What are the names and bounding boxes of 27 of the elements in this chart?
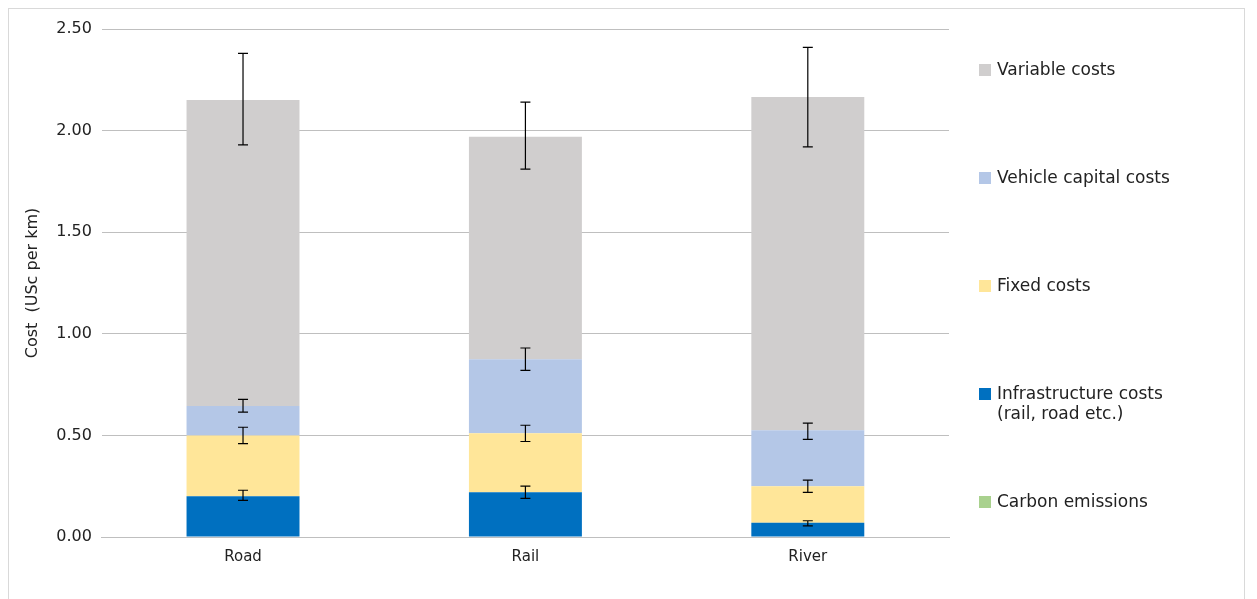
bar	[468, 492, 582, 537]
legend-label: Variable costs	[997, 59, 1117, 79]
y-tick-label: 1.00	[56, 322, 92, 342]
legend-label: Carbon emissions	[997, 491, 1149, 511]
legend-label: Vehicle capital costs	[997, 167, 1171, 187]
bar	[186, 435, 300, 497]
legend-label: Infrastructure costs (rail, road etc.)	[997, 383, 1164, 423]
x-tick-label: Rail	[511, 546, 540, 565]
y-axis-title: Cost (USc per km)	[21, 207, 41, 359]
y-tick-label: 0.50	[56, 424, 92, 444]
y-tick-label: 0.00	[56, 526, 92, 546]
bar	[186, 405, 300, 436]
legend-label: Fixed costs	[997, 275, 1092, 295]
bar	[751, 522, 865, 537]
bar	[186, 496, 300, 537]
y-tick-label: 1.50	[56, 221, 92, 241]
bar	[751, 97, 865, 431]
x-tick-label: River	[788, 546, 829, 565]
bar	[186, 100, 300, 406]
y-tick-label: 2.00	[56, 119, 92, 139]
bar	[751, 430, 865, 487]
bar	[751, 486, 865, 523]
x-tick-label: Road	[224, 546, 262, 565]
bar	[468, 359, 582, 434]
bar	[468, 136, 582, 360]
y-tick-label: 2.50	[56, 18, 92, 38]
bar	[468, 433, 582, 493]
